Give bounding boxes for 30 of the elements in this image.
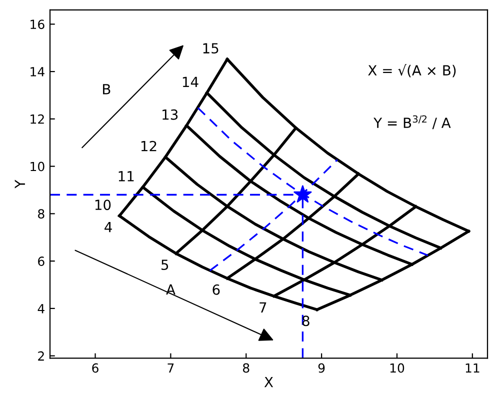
x-axis-title: X <box>264 376 274 388</box>
y-tick-label: 8 <box>38 209 44 219</box>
x-tick-label: 8 <box>242 363 250 373</box>
annotation: 6 <box>212 284 220 295</box>
x-tick-label: 9 <box>318 363 325 373</box>
annotation: 5 <box>162 260 168 270</box>
annotation: B <box>103 84 110 94</box>
annotation: 11 <box>118 171 134 182</box>
y-tick-label: 10 <box>30 162 44 172</box>
y-tick-label: 2 <box>38 351 44 361</box>
x-tick-label: 11 <box>466 363 480 373</box>
annotation: 7 <box>260 302 266 312</box>
y-tick-label: 16 <box>30 20 44 30</box>
y-tick-label: 12 <box>30 114 44 124</box>
annotation: X = √(A × B) <box>368 64 456 78</box>
annotation: 13 <box>162 109 178 120</box>
annotation: 14 <box>182 76 198 87</box>
annotation: 15 <box>203 43 218 54</box>
y-tick-label: 4 <box>38 304 44 314</box>
y-axis-title: Y <box>14 180 25 188</box>
y-tick-label: 14 <box>30 67 44 76</box>
annotation: A <box>166 284 176 294</box>
annotation: Y = B$^{3/2}$ / A <box>374 115 451 130</box>
x-tick-label: 10 <box>390 363 404 373</box>
x-tick-label: 6 <box>92 363 98 373</box>
y-tick-label: 6 <box>38 256 44 266</box>
annotation: 12 <box>141 140 156 152</box>
annotation: 4 <box>104 222 112 232</box>
x-tick-label: 7 <box>168 363 174 373</box>
annotation: 10 <box>95 200 111 210</box>
